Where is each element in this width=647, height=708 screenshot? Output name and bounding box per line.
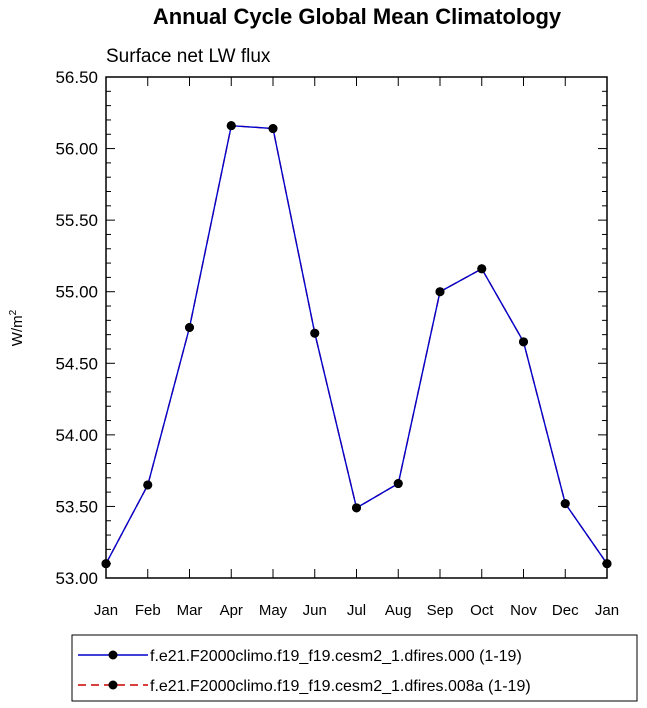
data-point bbox=[560, 499, 570, 509]
chart-subtitle: Surface net LW flux bbox=[106, 46, 271, 67]
legend: f.e21.F2000climo.f19_f19.cesm2_1.dfires.… bbox=[71, 634, 638, 702]
x-tick-label: Oct bbox=[470, 602, 494, 619]
x-tick-label: Dec bbox=[552, 602, 579, 619]
x-tick-label: Apr bbox=[220, 602, 243, 619]
x-tick-label: Jan bbox=[94, 602, 118, 619]
series-line-1 bbox=[105, 124, 608, 565]
data-point bbox=[226, 121, 236, 131]
y-tick-label: 56.00 bbox=[55, 140, 98, 159]
legend-box bbox=[71, 634, 638, 702]
y-axis-label: W/m2 bbox=[8, 309, 26, 346]
data-point bbox=[352, 503, 361, 513]
x-tick-label: Nov bbox=[510, 602, 537, 619]
y-axis-label-main: W/m bbox=[9, 315, 26, 346]
data-point bbox=[435, 287, 445, 297]
data-point bbox=[310, 328, 320, 338]
data-point bbox=[519, 337, 528, 347]
series-line-2 bbox=[105, 124, 608, 565]
data-point bbox=[268, 124, 278, 134]
series-layer bbox=[101, 121, 612, 569]
y-tick-label: 53.50 bbox=[55, 497, 98, 516]
y-axis-label-superscript: 2 bbox=[8, 309, 19, 315]
x-tick-label: May bbox=[259, 602, 288, 619]
plot-frame bbox=[105, 76, 608, 579]
y-tick-label: 54.50 bbox=[55, 354, 98, 373]
data-point bbox=[477, 264, 487, 274]
x-tick-label: Jun bbox=[303, 602, 327, 619]
x-tick-label: Jul bbox=[347, 602, 366, 619]
x-tick-label: Aug bbox=[385, 602, 412, 619]
y-tick-label: 53.00 bbox=[55, 569, 98, 588]
y-tick-label: 54.00 bbox=[55, 426, 98, 445]
legend-marker bbox=[108, 650, 118, 660]
data-point bbox=[185, 323, 194, 332]
x-tick-label: Feb bbox=[135, 602, 161, 619]
x-tick-label: Jan bbox=[595, 602, 619, 619]
x-tick-label: Mar bbox=[177, 602, 203, 619]
y-tick-label: 56.50 bbox=[55, 68, 98, 87]
legend-label-2: f.e21.F2000climo.f19_f19.cesm2_1.dfires.… bbox=[150, 678, 531, 695]
axis-ticks: 53.00 53.50 54.00 54.50 55.00 55.50 56.00 56.50… bbox=[55, 68, 619, 619]
legend-marker bbox=[108, 680, 118, 690]
data-point bbox=[393, 479, 403, 489]
legend-label-1: f.e21.F2000climo.f19_f19.cesm2_1.dfires.… bbox=[150, 648, 522, 665]
y-tick-label: 55.00 bbox=[55, 283, 98, 302]
data-point bbox=[143, 480, 153, 490]
x-tick-label: Sep bbox=[427, 602, 454, 619]
chart-title: Annual Cycle Global Mean Climatology bbox=[153, 4, 562, 29]
y-tick-label: 55.50 bbox=[55, 211, 98, 230]
